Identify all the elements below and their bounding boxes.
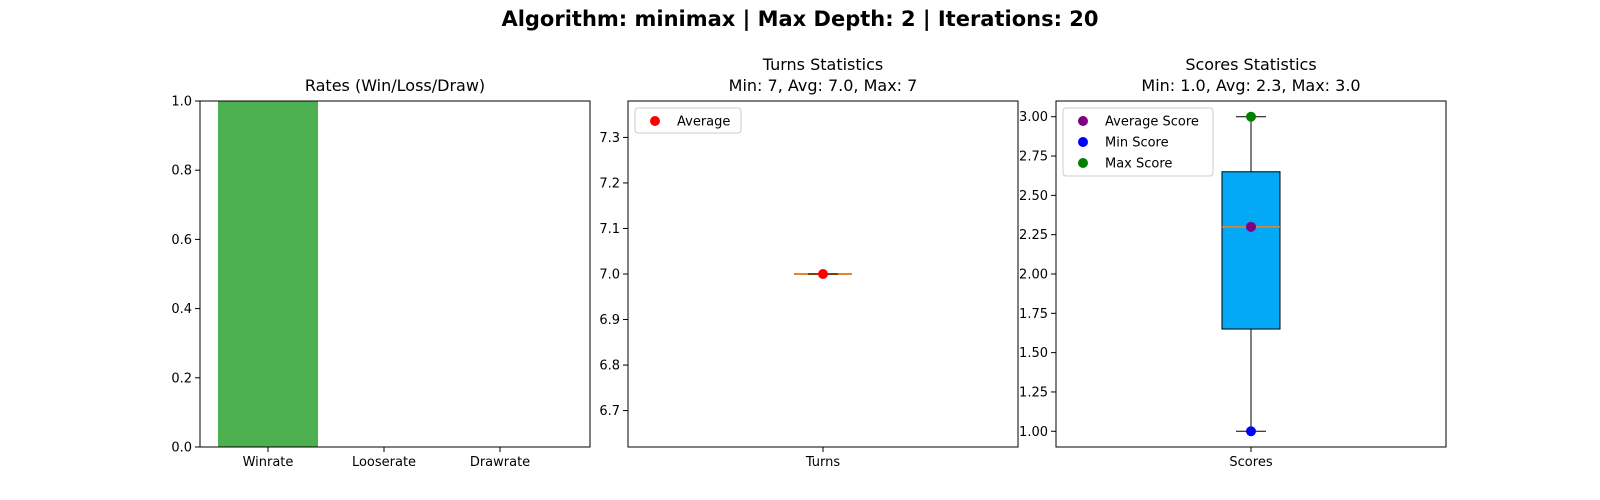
- rates-bars: [218, 101, 318, 447]
- turns-ytick-label: 7.0: [599, 268, 620, 283]
- scores-title-line-2: Min: 1.0, Avg: 2.3, Max: 3.0: [1141, 76, 1360, 95]
- scores-ytick-label: 2.75: [1019, 150, 1048, 165]
- scores-ytick-label: 2.00: [1019, 268, 1048, 283]
- scores-frame: [1055, 100, 1447, 448]
- turns-ytick-label: 6.7: [599, 404, 620, 419]
- rates-ytick-label: 0.4: [171, 302, 192, 317]
- rates-title: Rates (Win/Loss/Draw): [305, 76, 485, 95]
- scores-point-min-score: [1246, 426, 1256, 437]
- figure-suptitle: Algorithm: minimax | Max Depth: 2 | Iter…: [501, 7, 1098, 32]
- scores-point-average-score: [1246, 221, 1256, 232]
- scores-legend-marker-min-score: [1078, 137, 1088, 147]
- scores-legend-label-min-score: Min Score: [1105, 136, 1169, 151]
- turns-legend-box: [634, 107, 742, 134]
- scores-ytick-label: 1.50: [1019, 346, 1048, 361]
- turns-ytick-label: 7.3: [599, 131, 620, 146]
- turns-axes: Turns 6.7 6.8 6.9 7.0 7.1 7.2 7.3: [599, 131, 840, 470]
- scores-box: [1221, 171, 1281, 330]
- scores-title-line-1: Scores Statistics: [1185, 55, 1316, 74]
- turns-xtick-label: Turns: [805, 455, 841, 470]
- scores-ytick-label: 1.25: [1019, 385, 1048, 400]
- rates-panel: Rates (Win/Loss/Draw) Winrate Looserate Dr…: [171, 76, 591, 471]
- turns-marks: [794, 269, 852, 279]
- scores-legend-box: [1062, 107, 1214, 177]
- turns-frame: [627, 100, 1019, 448]
- turns-ytick-label: 6.8: [599, 359, 620, 374]
- scores-panel: Scores Statistics Min: 1.0, Avg: 2.3, Ma…: [1019, 55, 1447, 470]
- rates-ytick-label: 0.8: [171, 164, 192, 179]
- turns-ytick-label: 7.1: [599, 222, 620, 237]
- scores-point-max-score: [1246, 111, 1256, 122]
- scores-marks: [1221, 111, 1281, 437]
- turns-legend-label-average: Average: [677, 115, 730, 130]
- turns-legend: Average: [634, 107, 742, 134]
- scores-ytick-label: 2.50: [1019, 189, 1048, 204]
- rates-ytick-label: 0.6: [171, 233, 192, 248]
- scores-legend-label-max-score: Max Score: [1105, 157, 1172, 172]
- scores-axes: Scores 1.00 1.25 1.50 1.75 2.00 2.25 2.50 2.75 3.…: [1019, 110, 1273, 470]
- rates-axes: Winrate Looserate Drawrate 0.0 0.2 0.4 0.6 0.8 1…: [171, 95, 530, 471]
- turns-legend-marker-average: [650, 116, 660, 126]
- rates-ytick-label: 0.0: [171, 441, 192, 456]
- scores-legend-marker-max-score: [1078, 158, 1088, 168]
- turns-ytick-label: 6.9: [599, 313, 620, 328]
- rates-xtick-label: Drawrate: [470, 455, 530, 470]
- scores-legend-label-average-score: Average Score: [1105, 115, 1199, 130]
- scores-ytick-label: 1.00: [1019, 425, 1048, 440]
- scores-ytick-label: 2.25: [1019, 228, 1048, 243]
- scores-ytick-label: 3.00: [1019, 110, 1048, 125]
- turns-point-average: [818, 269, 828, 279]
- bar-winrate: [218, 101, 318, 447]
- rates-frame: [199, 100, 591, 448]
- scores-legend: Average Score Min Score Max Score: [1062, 107, 1214, 177]
- rates-ytick-label: 1.0: [171, 95, 192, 110]
- turns-title-line-2: Min: 7, Avg: 7.0, Max: 7: [729, 76, 918, 95]
- scores-legend-marker-average-score: [1078, 116, 1088, 126]
- scores-xtick-label: Scores: [1229, 455, 1272, 470]
- scores-ytick-label: 1.75: [1019, 307, 1048, 322]
- rates-xtick-label: Looserate: [352, 455, 416, 470]
- turns-panel: Turns Statistics Min: 7, Avg: 7.0, Max: …: [599, 55, 1019, 470]
- rates-ytick-label: 0.2: [171, 371, 192, 386]
- turns-ytick-label: 7.2: [599, 176, 620, 191]
- rates-xtick-label: Winrate: [243, 455, 294, 470]
- turns-title-line-1: Turns Statistics: [762, 55, 883, 74]
